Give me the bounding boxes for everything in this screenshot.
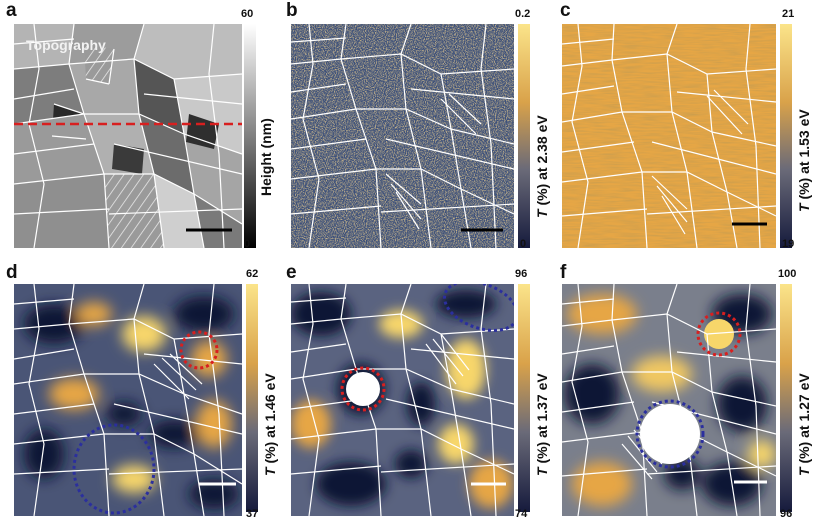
colorbar-c bbox=[780, 24, 792, 248]
colorbar-c-min: 19 bbox=[782, 238, 795, 250]
panel-label-c: c bbox=[560, 0, 571, 21]
transmission-map-d bbox=[14, 284, 242, 516]
transmission-map-c bbox=[562, 24, 776, 248]
colorbar-d-label: T (%) at 1.46 eV bbox=[262, 373, 278, 476]
colorbar-e-label: T (%) at 1.37 eV bbox=[534, 373, 550, 476]
colorbar-f-label: T (%) at 1.27 eV bbox=[796, 373, 812, 476]
colorbar-e bbox=[518, 284, 530, 512]
topography-title: Topography bbox=[26, 37, 106, 53]
colorbar-e-min: 74 bbox=[515, 508, 528, 520]
panel-label-a: a bbox=[6, 0, 17, 21]
colorbar-b-label: T (%) at 2.38 eV bbox=[534, 115, 550, 218]
panel-label-e: e bbox=[286, 262, 297, 283]
transmission-map-e bbox=[291, 284, 514, 516]
topography-image bbox=[14, 24, 242, 248]
panel-label-f: f bbox=[560, 262, 567, 283]
colorbar-a-label: Height (nm) bbox=[258, 118, 274, 196]
colorbar-c-label: T (%) at 1.53 eV bbox=[796, 109, 812, 212]
colorbar-b-min: 0 bbox=[520, 238, 527, 250]
colorbar-d-max: 62 bbox=[246, 268, 259, 280]
colorbar-f bbox=[780, 284, 792, 512]
colorbar-a bbox=[244, 24, 256, 248]
colorbar-d-min: 37 bbox=[246, 508, 259, 520]
colorbar-a-min: 0 bbox=[244, 238, 251, 250]
panel-label-d: d bbox=[6, 262, 18, 283]
transmission-map-f bbox=[562, 284, 776, 516]
colorbar-b-max: 0.2 bbox=[515, 8, 531, 20]
colorbar-d bbox=[246, 284, 258, 512]
colorbar-f-min: 96 bbox=[780, 508, 793, 520]
transmission-map-b bbox=[291, 24, 514, 248]
colorbar-b bbox=[518, 24, 530, 248]
panel-label-b: b bbox=[286, 0, 298, 21]
colorbar-c-max: 21 bbox=[782, 8, 795, 20]
colorbar-e-max: 96 bbox=[515, 268, 528, 280]
colorbar-a-max: 60 bbox=[241, 8, 254, 20]
colorbar-f-max: 100 bbox=[778, 268, 797, 280]
